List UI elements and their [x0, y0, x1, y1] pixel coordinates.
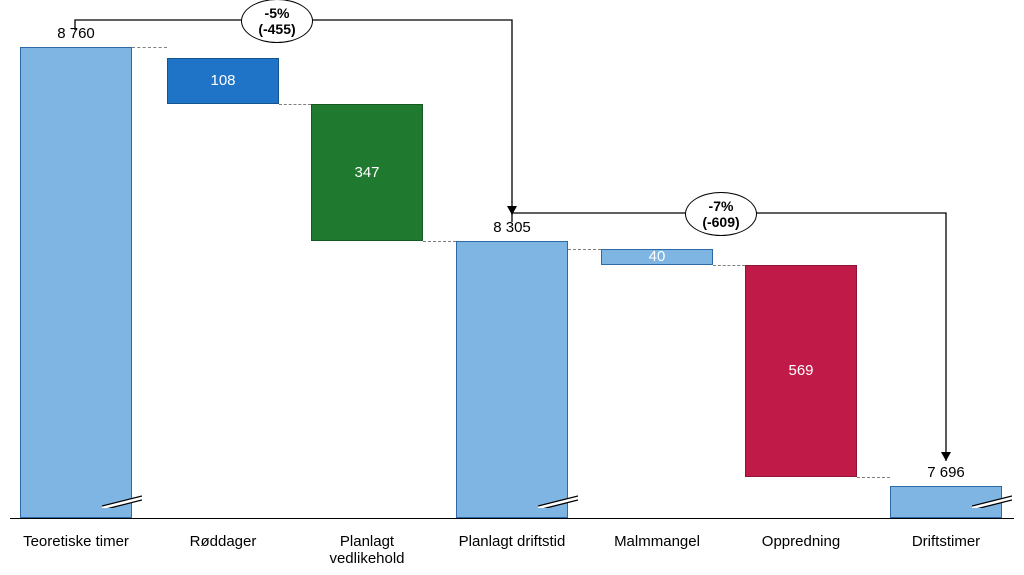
connector-dash — [423, 241, 456, 242]
value-oppredning: 569 — [745, 362, 857, 379]
connector-dash — [279, 104, 311, 105]
value-roddager: 108 — [167, 72, 279, 89]
axis-label-teoretiske: Teoretiske timer — [10, 533, 142, 550]
callout-bubble-0: -5%(-455) — [241, 0, 313, 43]
callout-bubble-1: -7%(-609) — [685, 192, 757, 236]
value-driftstimer: 7 696 — [890, 464, 1002, 481]
connector-dash — [568, 249, 601, 250]
value-malmmangel: 40 — [601, 248, 713, 265]
axis-label-planlagt_vedlikehold: Planlagt vedlikehold — [301, 533, 433, 567]
callout-abs: (-609) — [702, 214, 739, 230]
axis-label-malmmangel: Malmmangel — [591, 533, 723, 550]
connector-dash — [132, 47, 167, 48]
connector-dash — [857, 477, 890, 478]
x-axis-line — [10, 518, 1014, 519]
callout-abs: (-455) — [258, 21, 295, 37]
bar-driftstimer — [890, 486, 1002, 518]
callout-pct: -5% — [265, 5, 290, 21]
axis-label-driftstimer: Driftstimer — [880, 533, 1012, 550]
value-planlagt_vedlikehold: 347 — [311, 164, 423, 181]
value-planlagt_driftstid: 8 305 — [456, 219, 568, 236]
axis-label-roddager: Røddager — [157, 533, 289, 550]
callout-pct: -7% — [709, 198, 734, 214]
value-teoretiske: 8 760 — [20, 25, 132, 42]
axis-label-planlagt_driftstid: Planlagt driftstid — [446, 533, 578, 550]
connector-dash — [713, 265, 745, 266]
axis-label-oppredning: Oppredning — [735, 533, 867, 550]
bar-planlagt_driftstid — [456, 241, 568, 518]
bar-teoretiske — [20, 47, 132, 518]
waterfall-chart: Teoretiske timer Røddager Planlagt vedlike… — [0, 0, 1024, 575]
